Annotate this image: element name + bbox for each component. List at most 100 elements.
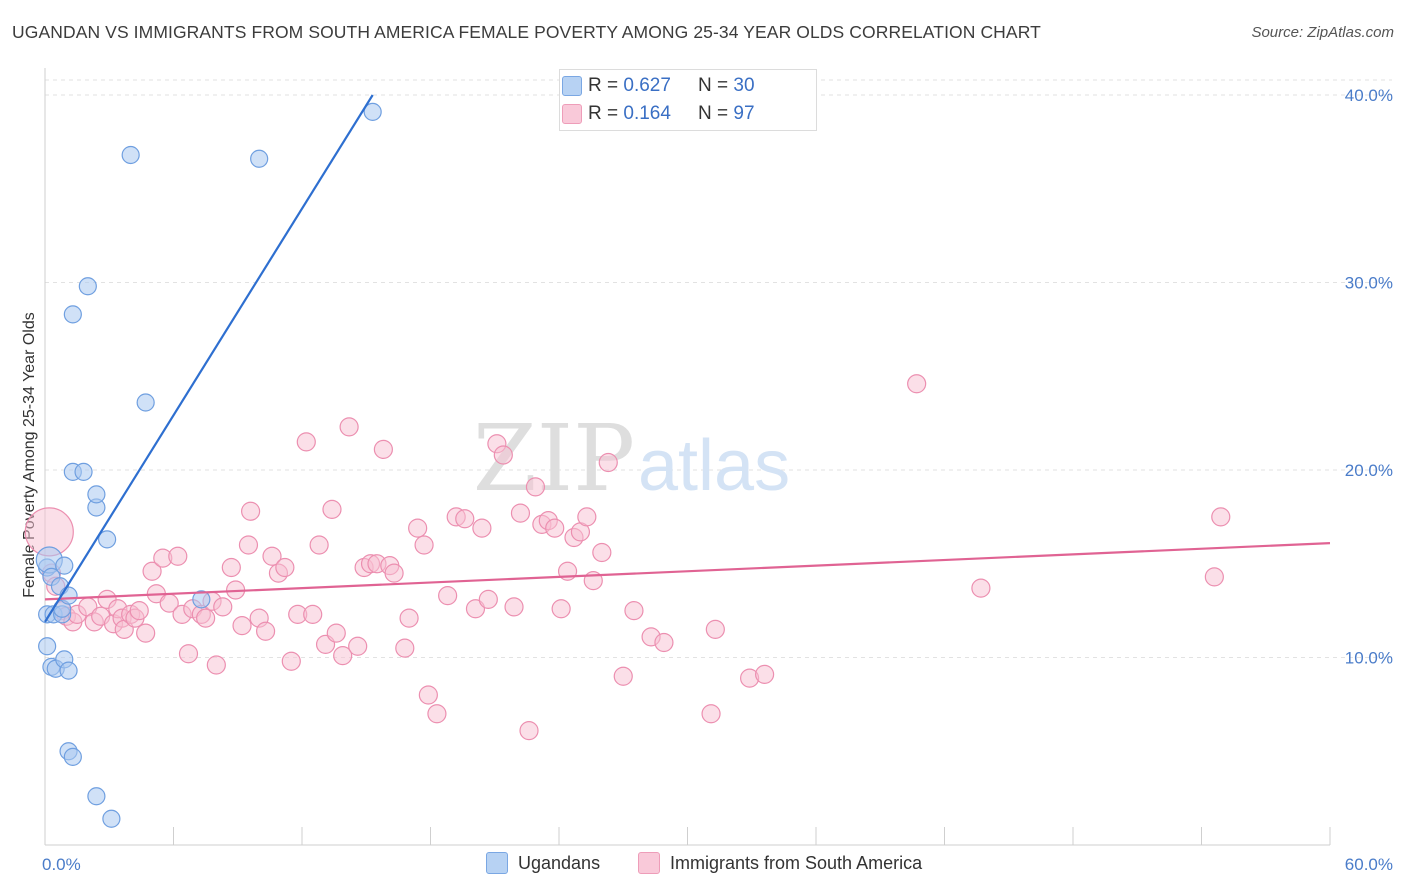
ugandans-point [74, 462, 93, 481]
legend-ugandans-label: Ugandans [518, 852, 601, 873]
immigrants-point [414, 535, 434, 555]
immigrants-point [221, 557, 241, 578]
immigrants-point [455, 509, 475, 529]
source-label: Source: ZipAtlas.com [1251, 24, 1394, 41]
immigrants-point [545, 518, 565, 538]
ugandans-point [102, 809, 121, 828]
ugandans-point [98, 530, 117, 549]
ugandans-point [136, 393, 155, 412]
immigrants-point [418, 685, 438, 705]
ugandans-point [363, 102, 382, 121]
immigrants-point [262, 546, 282, 566]
legend-item-ugandans: Ugandans [486, 852, 600, 874]
immigrants-point [971, 578, 991, 598]
immigrants-point [206, 655, 226, 675]
immigrants-point [178, 644, 199, 664]
immigrants-point [168, 546, 188, 566]
immigrants-point [754, 664, 775, 684]
immigrants-point [701, 704, 721, 724]
immigrants-point [339, 417, 359, 437]
legend-row-ugandans: R = 0.627 N = 30 [562, 73, 755, 99]
watermark-atlas: atlas [638, 426, 790, 506]
x-tick-label: 0.0% [42, 855, 81, 874]
immigrants-point [519, 721, 539, 741]
immigrants-swatch [562, 104, 582, 124]
immigrants-trend-line [44, 542, 1331, 601]
y-tick-label: 30.0% [1345, 274, 1393, 293]
ugandans-r-label: R = [588, 75, 624, 96]
immigrants-point [255, 621, 276, 641]
immigrants-point [551, 599, 571, 619]
immigrants-point [241, 501, 261, 521]
ugandans-n-label: N = [698, 75, 734, 96]
immigrants-point [592, 542, 612, 563]
immigrants-point [129, 601, 149, 621]
immigrants-point [395, 638, 415, 658]
watermark: ZIP atlas [473, 405, 790, 512]
immigrants-point [296, 432, 316, 452]
axes [44, 68, 1331, 846]
immigrants-point [907, 374, 927, 394]
immigrants-point [238, 535, 259, 555]
immigrants-point [399, 608, 419, 628]
immigrants-point [438, 586, 458, 606]
immigrants-point [408, 518, 428, 538]
ugandans-point [55, 556, 74, 575]
immigrants-point [525, 477, 546, 497]
immigrants-n-label: N = [698, 103, 734, 124]
legend-immigrants-swatch [638, 852, 660, 874]
immigrants-point [232, 616, 252, 636]
immigrants-point [577, 507, 597, 527]
ugandans-point [78, 277, 97, 296]
immigrants-point [322, 499, 342, 519]
y-tick-label: 10.0% [1345, 649, 1393, 668]
immigrants-point [1211, 507, 1231, 527]
immigrants-r-value: 0.164 [623, 103, 671, 124]
ugandans-points [35, 102, 382, 828]
immigrants-point [624, 601, 644, 621]
immigrants-point [427, 704, 447, 724]
immigrants-point [196, 608, 216, 628]
legend-item-immigrants: Immigrants from South America [638, 852, 922, 874]
immigrants-point [309, 535, 329, 555]
immigrants-point [142, 561, 162, 581]
ugandans-n-value: 30 [733, 75, 755, 96]
immigrants-point [465, 599, 486, 619]
trend-lines [44, 94, 1331, 623]
ugandans-point [63, 305, 82, 324]
immigrants-r-label: R = [588, 103, 624, 124]
x-tick-label: 60.0% [1345, 855, 1393, 874]
immigrants-point [136, 623, 156, 643]
stats-legend: R = 0.627 N = 30 R = 0.164 N = 97 [559, 69, 817, 131]
immigrants-point [478, 589, 498, 609]
series-legend: Ugandans Immigrants from South America [0, 852, 1406, 878]
immigrants-point [510, 503, 531, 523]
legend-row-immigrants: R = 0.164 N = 97 [562, 101, 755, 127]
ugandans-point [87, 485, 106, 504]
immigrants-point [348, 636, 368, 656]
y-tick-label: 20.0% [1345, 461, 1393, 480]
immigrants-point [705, 619, 725, 639]
immigrants-point [654, 632, 674, 653]
ugandans-r-value: 0.627 [623, 75, 671, 96]
y-tick-label: 40.0% [1345, 86, 1393, 105]
ugandans-point [59, 661, 78, 680]
tick-labels: 10.0% 20.0% 30.0% 40.0% 0.0% 60.0% [42, 86, 1393, 874]
ugandans-point [38, 637, 57, 656]
ugandans-point [250, 149, 269, 168]
immigrants-point [213, 597, 233, 617]
immigrants-point [275, 557, 295, 578]
legend-ugandans-swatch [486, 852, 508, 874]
immigrants-point [1204, 567, 1224, 587]
immigrants-n-value: 97 [733, 103, 755, 124]
immigrants-point [373, 439, 393, 459]
immigrants-point [384, 563, 404, 583]
ugandans-point [63, 747, 82, 766]
ugandans-point [192, 590, 211, 609]
immigrants-point [326, 623, 346, 643]
immigrants-point [598, 452, 618, 473]
immigrants-point [281, 651, 301, 671]
ugandans-point [87, 787, 106, 806]
immigrants-point [613, 666, 633, 686]
